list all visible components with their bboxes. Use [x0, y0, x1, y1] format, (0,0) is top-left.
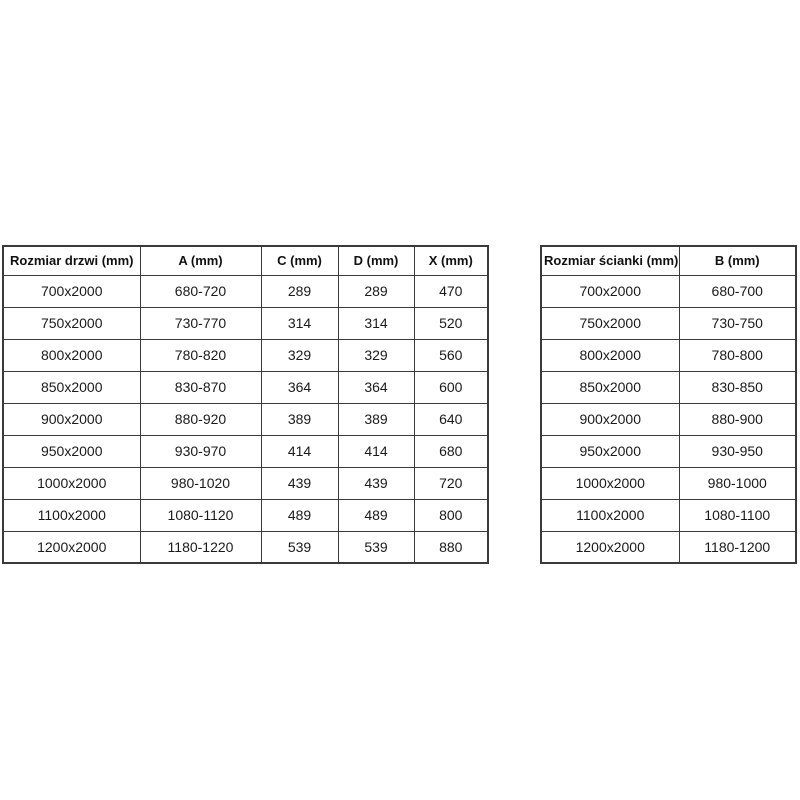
table-cell: 750x2000	[540, 306, 680, 340]
table-cell: 489	[337, 498, 415, 532]
table-cell: 520	[413, 306, 489, 340]
table-cell: 1100x2000	[540, 498, 680, 532]
table-cell: 1080-1100	[678, 498, 797, 532]
table-cell: 730-770	[139, 306, 262, 340]
table-cell: 1180-1200	[678, 530, 797, 564]
table-row: 700x2000 680-720 289 289 470	[2, 274, 489, 308]
table-cell: 730-750	[678, 306, 797, 340]
table-cell: 800x2000	[540, 338, 680, 372]
table-cell: 850x2000	[540, 370, 680, 404]
table-cell: 880	[413, 530, 489, 564]
table-row: 750x2000 730-770 314 314 520	[2, 306, 489, 340]
table-cell: 414	[260, 434, 339, 468]
table-cell: 329	[337, 338, 415, 372]
table-cell: 1180-1220	[139, 530, 262, 564]
table-cell: 439	[337, 466, 415, 500]
table-cell: 830-850	[678, 370, 797, 404]
table-cell: 830-870	[139, 370, 262, 404]
table-cell: 930-950	[678, 434, 797, 468]
table-cell: 930-970	[139, 434, 262, 468]
table-cell: 539	[260, 530, 339, 564]
table-cell: 950x2000	[540, 434, 680, 468]
table-cell: 700x2000	[2, 274, 141, 308]
table-cell: 700x2000	[540, 274, 680, 308]
column-header: X (mm)	[413, 245, 489, 276]
table-cell: 389	[260, 402, 339, 436]
table-cell: 364	[260, 370, 339, 404]
column-header: Rozmiar ścianki (mm)	[540, 245, 680, 276]
table-row: 850x2000 830-870 364 364 600	[2, 370, 489, 404]
table-row: 1200x2000 1180-1200	[540, 530, 797, 564]
table-cell: 750x2000	[2, 306, 141, 340]
table-cell: 800	[413, 498, 489, 532]
table-cell: 1200x2000	[540, 530, 680, 564]
table-cell: 560	[413, 338, 489, 372]
table-row: 950x2000 930-970 414 414 680	[2, 434, 489, 468]
table-cell: 1200x2000	[2, 530, 141, 564]
column-header: D (mm)	[337, 245, 415, 276]
table-cell: 900x2000	[540, 402, 680, 436]
table-row: 900x2000 880-900	[540, 402, 797, 436]
table-cell: 680	[413, 434, 489, 468]
table-cell: 900x2000	[2, 402, 141, 436]
door-dimensions-table: Rozmiar drzwi (mm) A (mm) C (mm) D (mm) X (m…	[2, 245, 489, 564]
column-header: B (mm)	[678, 245, 797, 276]
table-cell: 1000x2000	[540, 466, 680, 500]
table-cell: 1100x2000	[2, 498, 141, 532]
table-cell: 539	[337, 530, 415, 564]
table-cell: 364	[337, 370, 415, 404]
table-cell: 640	[413, 402, 489, 436]
door-table-header-row: Rozmiar drzwi (mm) A (mm) C (mm) D (mm) X (m…	[2, 245, 489, 276]
table-cell: 950x2000	[2, 434, 141, 468]
table-cell: 439	[260, 466, 339, 500]
table-row: 900x2000 880-920 389 389 640	[2, 402, 489, 436]
table-cell: 289	[337, 274, 415, 308]
table-cell: 414	[337, 434, 415, 468]
table-cell: 289	[260, 274, 339, 308]
table-cell: 850x2000	[2, 370, 141, 404]
table-row: 950x2000 930-950	[540, 434, 797, 468]
table-cell: 314	[260, 306, 339, 340]
table-cell: 680-720	[139, 274, 262, 308]
column-header: C (mm)	[260, 245, 339, 276]
table-cell: 980-1000	[678, 466, 797, 500]
table-cell: 314	[337, 306, 415, 340]
table-row: 800x2000 780-820 329 329 560	[2, 338, 489, 372]
table-cell: 720	[413, 466, 489, 500]
table-cell: 780-820	[139, 338, 262, 372]
table-row: 1100x2000 1080-1100	[540, 498, 797, 532]
table-cell: 680-700	[678, 274, 797, 308]
table-cell: 470	[413, 274, 489, 308]
wall-dimensions-table: Rozmiar ścianki (mm) B (mm) 700x2000 680-7…	[540, 245, 797, 564]
table-cell: 1080-1120	[139, 498, 262, 532]
table-cell: 600	[413, 370, 489, 404]
table-cell: 800x2000	[2, 338, 141, 372]
table-cell: 389	[337, 402, 415, 436]
table-cell: 1000x2000	[2, 466, 141, 500]
table-row: 1000x2000 980-1000	[540, 466, 797, 500]
table-cell: 329	[260, 338, 339, 372]
wall-table-header-row: Rozmiar ścianki (mm) B (mm)	[540, 245, 797, 276]
table-row: 1200x2000 1180-1220 539 539 880	[2, 530, 489, 564]
table-row: 700x2000 680-700	[540, 274, 797, 308]
table-row: 1100x2000 1080-1120 489 489 800	[2, 498, 489, 532]
table-row: 1000x2000 980-1020 439 439 720	[2, 466, 489, 500]
table-cell: 780-800	[678, 338, 797, 372]
column-header: A (mm)	[139, 245, 262, 276]
column-header: Rozmiar drzwi (mm)	[2, 245, 141, 276]
table-row: 800x2000 780-800	[540, 338, 797, 372]
table-cell: 489	[260, 498, 339, 532]
table-cell: 980-1020	[139, 466, 262, 500]
table-row: 850x2000 830-850	[540, 370, 797, 404]
table-row: 750x2000 730-750	[540, 306, 797, 340]
table-cell: 880-900	[678, 402, 797, 436]
table-cell: 880-920	[139, 402, 262, 436]
